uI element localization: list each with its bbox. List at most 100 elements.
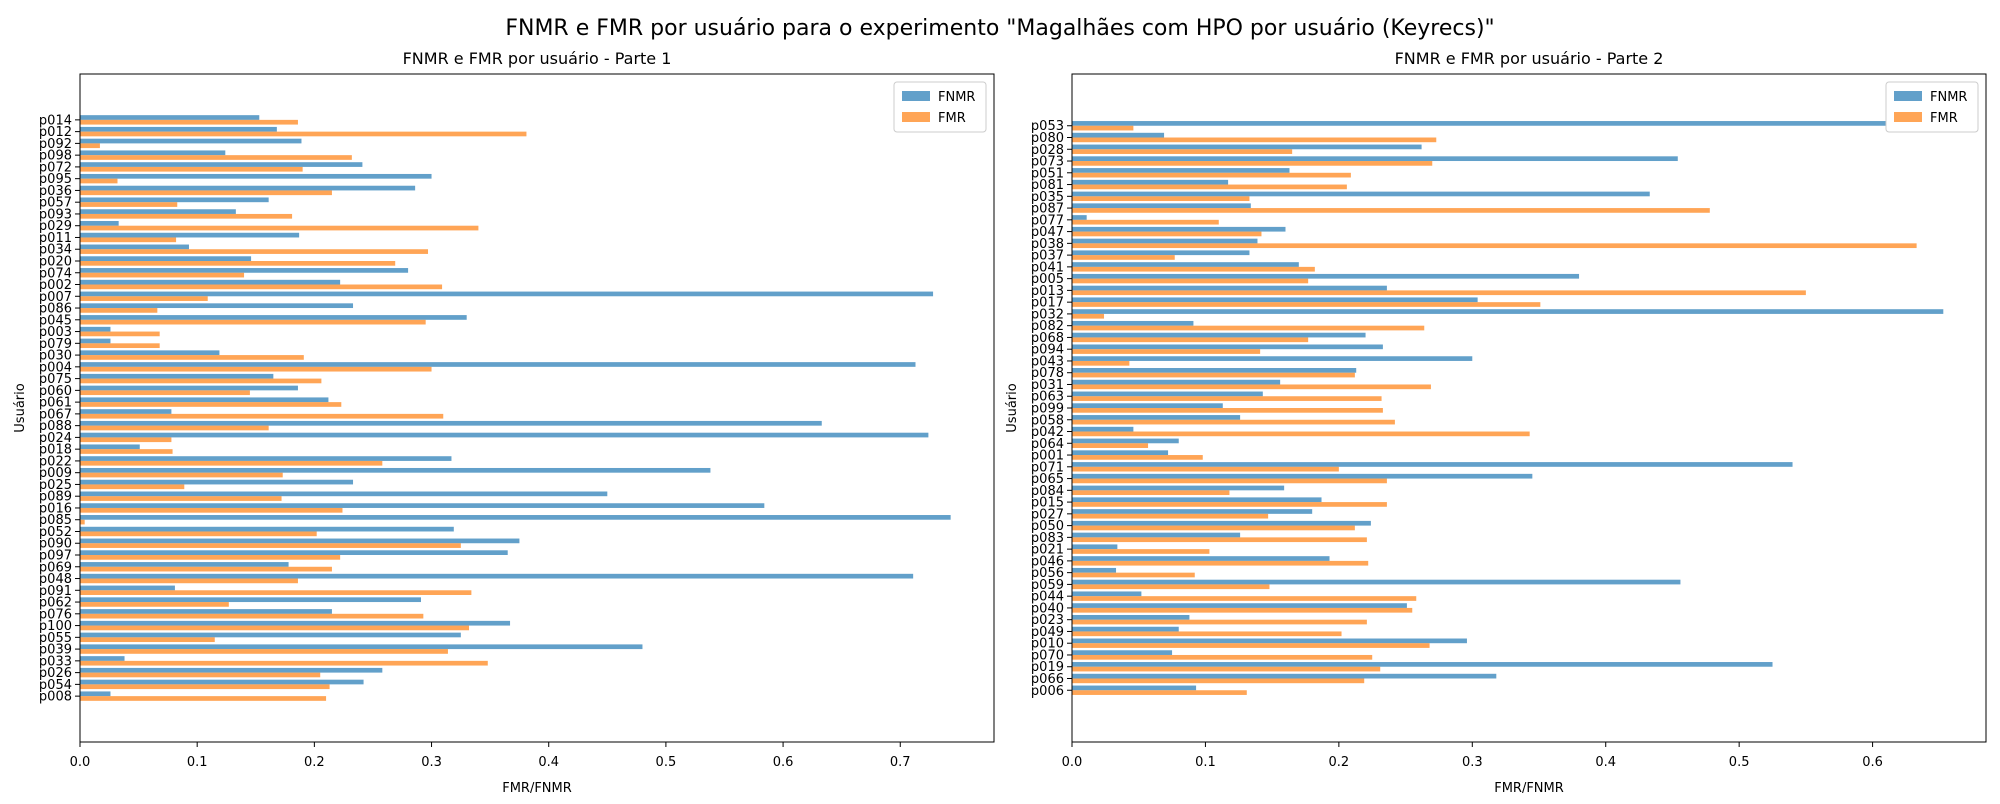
bar-fnmr-p098	[80, 150, 226, 156]
bar-fnmr-p074	[80, 268, 409, 273]
y-tick-label: p065	[1031, 472, 1064, 487]
bar-fnmr-p085	[80, 515, 951, 520]
bar-fnmr-p036	[80, 185, 416, 191]
bar-fnmr-p038	[1072, 238, 1258, 244]
y-tick-label: p044	[1031, 590, 1064, 605]
bar-fnmr-p002	[80, 279, 341, 285]
bar-fmr-p059	[1072, 584, 1270, 590]
bar-fnmr-p017	[1072, 297, 1478, 303]
bar-fmr-p005	[1072, 278, 1309, 284]
bar-fnmr-p009	[80, 467, 711, 473]
bar-fnmr-p008	[80, 691, 111, 697]
x-tick-label: 0.3	[421, 755, 442, 770]
bar-fnmr-p099	[1072, 403, 1223, 408]
bar-fmr-p089	[80, 496, 282, 501]
bar-fnmr-p059	[1072, 579, 1681, 585]
bar-fmr-p079	[80, 343, 160, 349]
bar-fnmr-p014	[80, 115, 260, 120]
bar-fmr-p037	[1072, 255, 1175, 260]
y-tick-label: p098	[39, 149, 72, 164]
x-tick-label: 0.7	[890, 755, 911, 770]
x-tick-label: 0.5	[656, 755, 677, 770]
y-tick-label: p040	[1031, 601, 1064, 616]
bar-fmr-p036	[80, 190, 332, 196]
bar-fnmr-p087	[1072, 203, 1251, 209]
legend-label-fnmr: FNMR	[1930, 90, 1967, 105]
bar-fmr-p010	[1072, 643, 1430, 648]
bar-fnmr-p006	[1072, 685, 1197, 691]
y-tick-label: p100	[39, 619, 72, 634]
bar-fmr-p095	[80, 178, 118, 184]
bar-fmr-p025	[80, 484, 185, 490]
bar-fmr-p016	[80, 507, 343, 513]
y-tick-label: p062	[39, 596, 72, 611]
y-tick-label: p053	[1031, 119, 1064, 134]
bar-fnmr-p024	[80, 432, 929, 438]
y-tick-label: p014	[39, 113, 72, 128]
bar-fnmr-p089	[80, 491, 608, 497]
bar-fmr-p080	[1072, 137, 1437, 143]
bar-fnmr-p027	[1072, 509, 1313, 514]
y-tick-label: p011	[39, 231, 72, 246]
bar-fnmr-p005	[1072, 273, 1580, 279]
bar-fnmr-p069	[80, 562, 289, 567]
y-tick-label: p028	[1031, 143, 1064, 158]
x-tick-label: 0.2	[304, 755, 325, 770]
y-tick-label: p055	[39, 631, 72, 646]
x-tick-label: 0.4	[1595, 755, 1616, 770]
bar-fmr-p077	[1072, 219, 1219, 225]
bar-fmr-p009	[80, 472, 283, 478]
bar-fnmr-p063	[1072, 391, 1263, 397]
y-tick-label: p088	[39, 419, 72, 434]
y-tick-label: p099	[1031, 402, 1064, 417]
bar-fmr-p026	[80, 672, 321, 678]
y-tick-label: p002	[39, 278, 72, 293]
bar-fmr-p086	[80, 308, 158, 313]
bar-fmr-p063	[1072, 396, 1382, 401]
bar-fmr-p069	[80, 566, 332, 572]
bar-fmr-p008	[80, 696, 327, 701]
bar-fmr-p017	[1072, 302, 1541, 307]
bar-fmr-p001	[1072, 455, 1203, 460]
y-tick-label: p091	[39, 584, 72, 599]
bar-fnmr-p033	[80, 656, 125, 661]
y-tick-label: p082	[1031, 319, 1064, 334]
bar-fmr-p007	[80, 296, 208, 301]
y-tick-label: p026	[39, 666, 72, 681]
bar-fnmr-p046	[1072, 556, 1330, 561]
y-tick-label: p073	[1031, 155, 1064, 170]
bar-fmr-p072	[80, 166, 303, 172]
y-tick-label: p001	[1031, 449, 1064, 464]
y-tick-label: p006	[1031, 684, 1064, 699]
bar-fmr-p068	[1072, 337, 1309, 343]
y-tick-label: p080	[1031, 131, 1064, 146]
y-tick-label: p009	[39, 466, 72, 481]
bar-fnmr-p060	[80, 385, 298, 391]
y-tick-label: p035	[1031, 190, 1064, 205]
y-tick-label: p046	[1031, 554, 1064, 569]
bar-fmr-p065	[1072, 478, 1387, 484]
y-axis-label: Usuário	[1005, 383, 1020, 432]
bar-fnmr-p011	[80, 232, 300, 238]
bar-fmr-p002	[80, 284, 443, 290]
bar-fnmr-p019	[1072, 662, 1773, 667]
bar-fmr-p061	[80, 402, 342, 407]
y-tick-label: p072	[39, 160, 72, 175]
bar-fmr-p066	[1072, 678, 1365, 684]
bar-fmr-p088	[80, 425, 269, 431]
bar-fnmr-p081	[1072, 179, 1229, 185]
bar-fnmr-p080	[1072, 132, 1165, 138]
y-tick-label: p097	[39, 549, 72, 564]
bar-fnmr-p018	[80, 444, 140, 450]
y-tick-label: p051	[1031, 166, 1064, 181]
bar-fmr-p056	[1072, 572, 1195, 578]
y-tick-label: p083	[1031, 531, 1064, 546]
bar-fnmr-p094	[1072, 344, 1383, 350]
bar-fmr-p092	[80, 143, 100, 149]
bar-fnmr-p035	[1072, 191, 1650, 197]
chart-panel-2: p006p066p019p070p010p049p023p040p044p059…	[1005, 49, 1987, 796]
bar-fmr-p053	[1072, 125, 1134, 131]
bar-fnmr-p020	[80, 256, 252, 261]
y-tick-label: p085	[39, 513, 72, 528]
